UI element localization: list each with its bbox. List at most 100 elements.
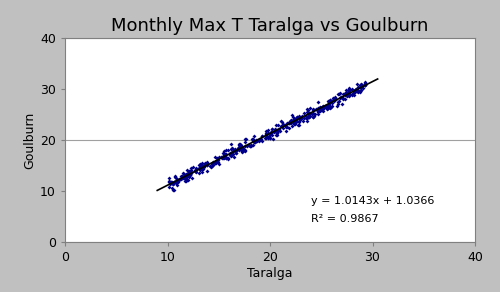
Point — [344, 88, 352, 93]
Point — [234, 148, 241, 153]
Point — [314, 99, 322, 104]
Point — [361, 79, 369, 84]
Point — [262, 129, 270, 134]
Point — [186, 170, 194, 175]
Point — [230, 154, 237, 159]
Point — [324, 105, 332, 110]
Point — [304, 114, 312, 119]
Point — [278, 119, 285, 123]
Point — [343, 91, 351, 96]
Point — [314, 110, 322, 114]
Point — [264, 134, 272, 139]
Point — [208, 161, 216, 166]
Point — [183, 173, 191, 177]
Point — [180, 172, 188, 176]
Point — [206, 164, 214, 169]
Point — [291, 119, 299, 124]
Point — [288, 113, 296, 117]
Point — [178, 175, 186, 180]
Point — [344, 94, 352, 98]
Point — [222, 155, 230, 159]
Y-axis label: Goulburn: Goulburn — [23, 112, 36, 169]
Point — [236, 145, 244, 149]
Point — [182, 172, 190, 177]
Point — [199, 166, 207, 171]
Point — [184, 173, 192, 177]
Point — [358, 88, 366, 93]
Point — [310, 115, 318, 120]
Point — [222, 152, 230, 157]
Point — [333, 103, 341, 108]
Point — [228, 149, 236, 154]
Point — [198, 170, 206, 175]
Point — [275, 127, 283, 131]
Point — [320, 105, 328, 110]
Point — [186, 172, 194, 177]
Point — [272, 129, 280, 134]
Point — [178, 176, 186, 181]
Point — [330, 95, 338, 100]
Point — [268, 127, 276, 132]
Point — [224, 148, 232, 153]
Point — [328, 100, 336, 105]
Point — [339, 96, 347, 101]
Point — [286, 120, 294, 124]
Point — [222, 152, 230, 156]
Point — [356, 90, 364, 94]
Point — [318, 106, 326, 110]
Point — [198, 163, 206, 168]
Point — [189, 165, 197, 170]
X-axis label: Taralga: Taralga — [247, 267, 293, 280]
Point — [238, 149, 246, 153]
Point — [170, 175, 178, 179]
Point — [329, 96, 337, 100]
Point — [188, 170, 196, 174]
Point — [298, 113, 306, 118]
Point — [222, 156, 230, 160]
Point — [220, 156, 228, 161]
Point — [305, 112, 313, 117]
Point — [266, 135, 274, 140]
Point — [318, 105, 326, 110]
Point — [254, 139, 262, 144]
Point — [174, 180, 182, 184]
Point — [325, 100, 333, 104]
Point — [270, 129, 278, 134]
Point — [266, 131, 274, 135]
Point — [178, 175, 186, 180]
Point — [241, 147, 249, 152]
Point — [186, 173, 194, 177]
Point — [334, 102, 342, 107]
Point — [308, 111, 316, 116]
Point — [285, 121, 293, 125]
Point — [350, 93, 358, 97]
Point — [325, 103, 333, 107]
Point — [180, 174, 188, 179]
Point — [178, 175, 186, 180]
Point — [241, 143, 249, 148]
Point — [282, 125, 290, 130]
Point — [172, 178, 180, 182]
Point — [168, 188, 176, 192]
Point — [316, 107, 324, 112]
Point — [167, 180, 175, 185]
Point — [353, 88, 361, 93]
Point — [283, 121, 291, 125]
Point — [252, 137, 260, 142]
Point — [264, 131, 272, 135]
Point — [180, 175, 188, 180]
Point — [182, 178, 190, 183]
Point — [252, 140, 260, 145]
Point — [354, 82, 362, 86]
Point — [319, 104, 327, 108]
Point — [191, 169, 199, 173]
Point — [286, 118, 294, 122]
Point — [284, 121, 292, 126]
Point — [228, 152, 235, 157]
Point — [238, 146, 246, 151]
Point — [356, 84, 364, 89]
Point — [214, 158, 222, 162]
Point — [350, 88, 358, 92]
Point — [168, 182, 176, 187]
Point — [358, 83, 366, 88]
